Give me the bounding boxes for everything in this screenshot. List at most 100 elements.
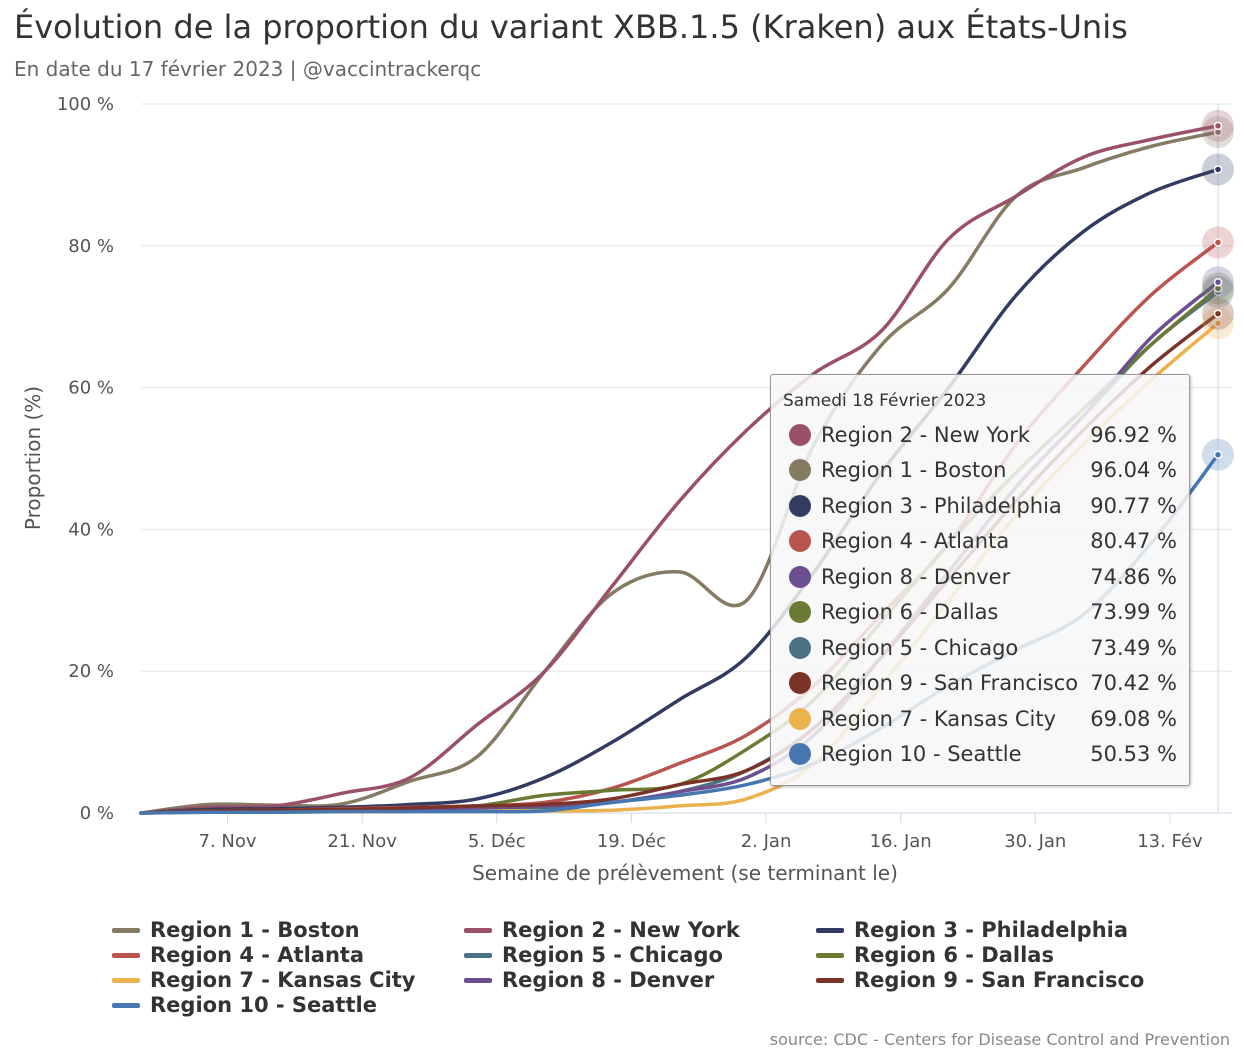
tooltip-dot [789,601,811,624]
tooltip-series-name: Region 8 - Denver [821,564,1011,589]
x-tick-label: 7. Nov [199,831,257,852]
legend-label: Region 5 - Chicago [502,943,723,967]
tooltip-dot [789,636,811,659]
tooltip-row: Region 2 - New York 96.92 % [783,417,1177,453]
tooltip-series-name: Region 10 - Seattle [821,742,1022,767]
hover-point [1213,165,1223,174]
hover-point [1213,318,1223,328]
chart-title: Évolution de la proportion du variant XB… [14,8,1128,46]
legend-swatch [112,952,140,958]
tooltip-dot [789,423,811,446]
legend-item-region-7-kansas-city[interactable]: Region 7 - Kansas City [112,968,464,992]
tooltip-row: Region 5 - Chicago 73.49 % [783,630,1177,666]
tooltip-value: 73.99 % [1090,600,1177,625]
legend-swatch [464,977,492,983]
tooltip-value: 96.92 % [1090,422,1177,447]
series-line-region-2-new-york[interactable] [139,124,1220,815]
chart-subtitle: En date du 17 février 2023 | @vaccintrac… [14,57,482,81]
legend-item-region-4-atlanta[interactable]: Region 4 - Atlanta [112,943,464,967]
tooltip-row: Region 7 - Kansas City 69.08 % [783,701,1177,737]
chart-legend: Region 1 - Boston Region 2 - New York Regi… [112,918,1192,1017]
tooltip-value: 73.49 % [1090,635,1177,660]
tooltip-value: 90.77 % [1090,493,1177,518]
y-tick-label: 0 % [80,803,114,824]
legend-label: Region 10 - Seattle [150,993,377,1017]
tooltip-header: Samedi 18 Février 2023 [783,391,987,411]
legend-label: Region 3 - Philadelphia [854,918,1129,942]
y-tick-label: 80 % [68,236,114,257]
x-tick-label: 2. Jan [741,831,792,852]
tooltip-value: 74.86 % [1090,564,1177,589]
legend-swatch [112,927,140,933]
tooltip-row: Region 4 - Atlanta 80.47 % [783,524,1177,560]
tooltip-row: Region 6 - Dallas 73.99 % [783,595,1177,631]
tooltip-row: Region 10 - Seattle 50.53 % [783,737,1177,773]
y-tick-label: 100 % [57,94,114,115]
legend-swatch [464,927,492,933]
tooltip-value: 50.53 % [1090,742,1177,767]
legend-label: Region 8 - Denver [502,968,715,992]
x-tick-label: 13. Fév [1137,831,1203,852]
legend-swatch [464,952,492,958]
tooltip-value: 69.08 % [1090,706,1177,731]
legend-item-region-3-philadelphia[interactable]: Region 3 - Philadelphia [816,918,1168,942]
tooltip-series-name: Region 9 - San Francisco [821,671,1079,696]
legend-swatch [816,927,844,933]
tooltip-value: 96.04 % [1090,458,1177,483]
legend-item-region-8-denver[interactable]: Region 8 - Denver [464,968,816,992]
legend-label: Region 2 - New York [502,918,740,942]
tooltip-dot [789,707,811,730]
tooltip-series-name: Region 4 - Atlanta [821,529,1010,554]
x-tick-label: 19. Déc [597,831,666,852]
y-axis-ticks: 0 % 20 % 40 % 60 % 80 % 100 % [57,94,114,824]
tooltip-row: Region 3 - Philadelphia 90.77 % [783,488,1177,524]
hover-point [1213,277,1223,287]
tooltip-series-name: Region 2 - New York [821,422,1031,447]
legend-item-region-6-dallas[interactable]: Region 6 - Dallas [816,943,1168,967]
chart-tooltip: Samedi 18 Février 2023 Region 2 - New Yo… [770,374,1190,786]
legend-label: Region 1 - Boston [150,918,360,942]
tooltip-dot [789,672,811,695]
legend-item-region-2-new-york[interactable]: Region 2 - New York [464,918,816,942]
hover-point [1213,309,1223,318]
legend-label: Region 9 - San Francisco [854,968,1145,992]
tooltip-value: 80.47 % [1090,529,1177,554]
tooltip-series-name: Region 5 - Chicago [821,635,1019,660]
x-tick-label: 16. Jan [870,831,932,852]
tooltip-series-name: Region 6 - Dallas [821,600,999,625]
tooltip-dot [789,530,811,553]
legend-item-region-10-seattle[interactable]: Region 10 - Seattle [112,993,464,1017]
y-tick-label: 20 % [68,661,114,682]
tooltip-series-name: Region 1 - Boston [821,458,1007,483]
tooltip-value: 70.42 % [1090,671,1177,696]
y-tick-label: 40 % [68,519,114,540]
legend-swatch [816,977,844,983]
legend-label: Region 6 - Dallas [854,943,1054,967]
tooltip-rows: Region 2 - New York 96.92 % Region 1 - Bos… [783,417,1177,772]
x-axis-title: Semaine de prélèvement (se terminant le) [472,861,898,885]
y-tick-label: 60 % [68,378,114,399]
legend-swatch [112,977,140,983]
hover-point [1213,121,1223,131]
x-tick-label: 21. Nov [327,831,397,852]
legend-label: Region 4 - Atlanta [150,943,365,967]
legend-label: Region 7 - Kansas City [150,968,416,992]
legend-item-region-9-san-francisco[interactable]: Region 9 - San Francisco [816,968,1168,992]
tooltip-row: Region 9 - San Francisco 70.42 % [783,666,1177,702]
hover-point [1213,450,1223,459]
tooltip-dot [789,743,811,766]
tooltip-row: Region 1 - Boston 96.04 % [783,453,1177,489]
y-axis-title: Proportion (%) [21,386,45,530]
source-credit: source: CDC - Centers for Disease Contro… [769,1030,1230,1049]
hover-markers [1202,109,1234,471]
x-tick-label: 30. Jan [1004,831,1066,852]
legend-swatch [816,952,844,958]
x-tick-label: 5. Déc [468,831,526,852]
line-chart[interactable]: 0 % 20 % 40 % 60 % 80 % 100 % 7. Nov 21. Nov 5.… [0,0,1244,900]
tooltip-series-name: Region 7 - Kansas City [821,706,1057,731]
legend-item-region-5-chicago[interactable]: Region 5 - Chicago [464,943,816,967]
tooltip-dot [789,565,811,588]
tooltip-dot [789,494,811,517]
legend-item-region-1-boston[interactable]: Region 1 - Boston [112,918,464,942]
tooltip-series-name: Region 3 - Philadelphia [821,493,1062,518]
